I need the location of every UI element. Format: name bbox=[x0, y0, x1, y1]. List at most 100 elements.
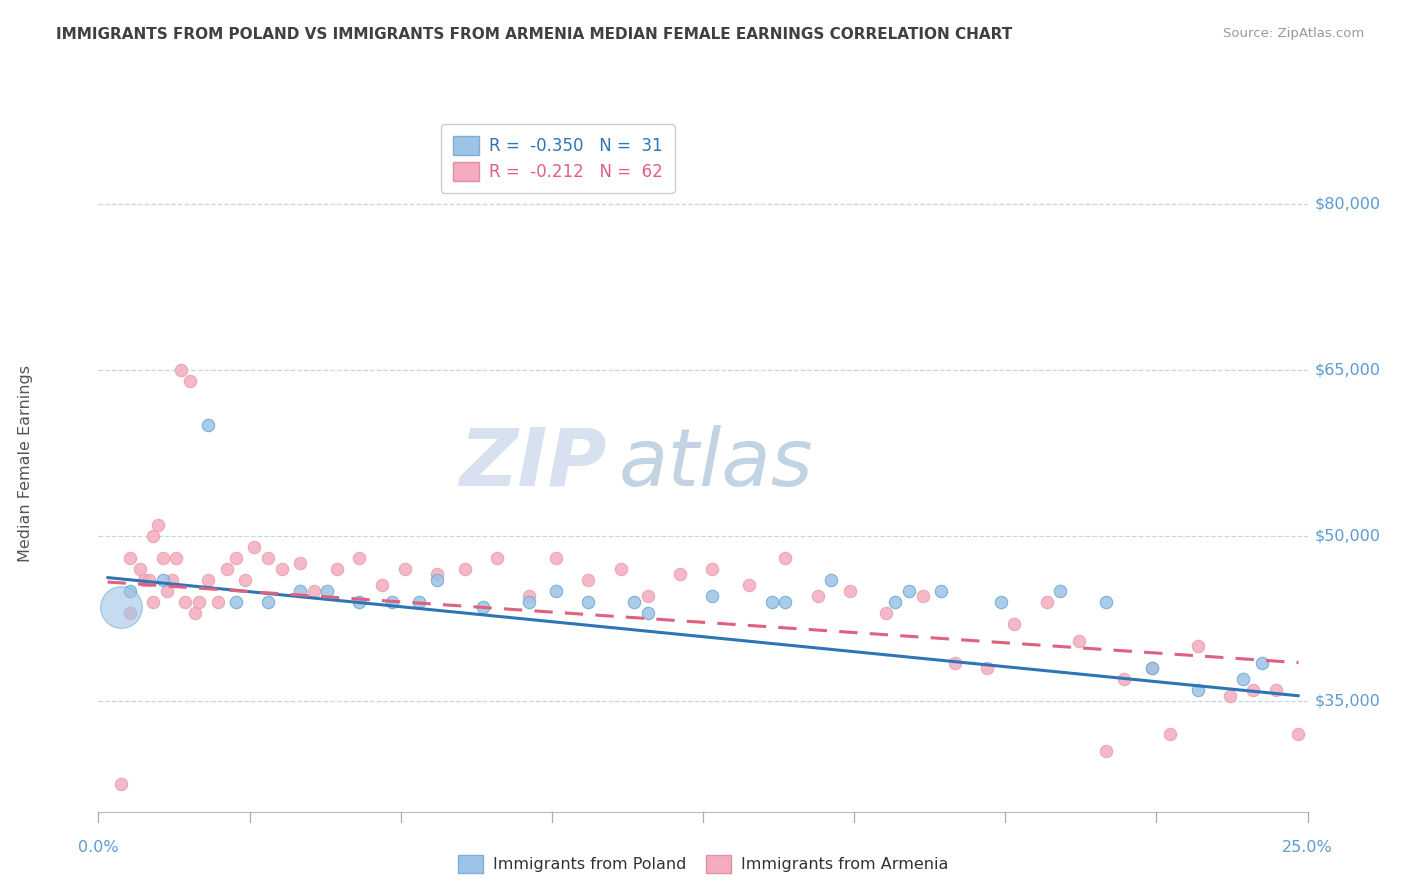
Text: $35,000: $35,000 bbox=[1315, 694, 1381, 709]
Point bbox=[1067, 633, 1090, 648]
Point bbox=[233, 573, 256, 587]
Point bbox=[156, 583, 179, 598]
Point bbox=[761, 595, 783, 609]
Point bbox=[349, 550, 371, 565]
Point bbox=[517, 590, 540, 604]
Point bbox=[976, 661, 998, 675]
Point bbox=[1095, 595, 1118, 609]
Point bbox=[174, 595, 197, 609]
Point bbox=[225, 550, 247, 565]
Point bbox=[623, 595, 645, 609]
Point bbox=[380, 595, 402, 609]
Point bbox=[898, 583, 921, 598]
Point bbox=[426, 573, 449, 587]
Point bbox=[669, 567, 692, 582]
Point bbox=[152, 573, 174, 587]
Point bbox=[120, 550, 142, 565]
Point bbox=[128, 562, 150, 576]
Point bbox=[1035, 595, 1057, 609]
Text: Median Female Earnings: Median Female Earnings bbox=[18, 366, 32, 562]
Point bbox=[138, 573, 160, 587]
Point bbox=[215, 562, 238, 576]
Point bbox=[990, 595, 1012, 609]
Point bbox=[485, 550, 508, 565]
Point bbox=[546, 583, 568, 598]
Point bbox=[207, 595, 229, 609]
Point bbox=[183, 606, 205, 620]
Point bbox=[546, 550, 568, 565]
Text: atlas: atlas bbox=[619, 425, 813, 503]
Point bbox=[110, 600, 132, 615]
Point bbox=[775, 595, 797, 609]
Point bbox=[270, 562, 292, 576]
Point bbox=[1140, 661, 1163, 675]
Point bbox=[1140, 661, 1163, 675]
Point bbox=[1095, 744, 1118, 758]
Legend: R =  -0.350   N =  31, R =  -0.212   N =  62: R = -0.350 N = 31, R = -0.212 N = 62 bbox=[441, 124, 675, 193]
Text: IMMIGRANTS FROM POLAND VS IMMIGRANTS FROM ARMENIA MEDIAN FEMALE EARNINGS CORRELA: IMMIGRANTS FROM POLAND VS IMMIGRANTS FRO… bbox=[56, 27, 1012, 42]
Point bbox=[1219, 689, 1241, 703]
Text: $65,000: $65,000 bbox=[1315, 362, 1381, 377]
Point bbox=[408, 595, 430, 609]
Point bbox=[120, 606, 142, 620]
Point bbox=[1187, 639, 1209, 653]
Point bbox=[179, 374, 201, 388]
Point bbox=[371, 578, 394, 592]
Point bbox=[820, 573, 842, 587]
Point bbox=[165, 550, 187, 565]
Legend: Immigrants from Poland, Immigrants from Armenia: Immigrants from Poland, Immigrants from … bbox=[451, 848, 955, 880]
Point bbox=[152, 550, 174, 565]
Point bbox=[472, 600, 495, 615]
Point bbox=[1241, 683, 1264, 698]
Point bbox=[637, 606, 659, 620]
Text: 0.0%: 0.0% bbox=[79, 840, 118, 855]
Point bbox=[1250, 656, 1272, 670]
Point bbox=[1049, 583, 1071, 598]
Point bbox=[1114, 672, 1136, 686]
Point bbox=[775, 550, 797, 565]
Point bbox=[1286, 727, 1309, 741]
Point bbox=[929, 583, 952, 598]
Point bbox=[225, 595, 247, 609]
Point bbox=[637, 590, 659, 604]
Point bbox=[1232, 672, 1254, 686]
Point bbox=[160, 573, 183, 587]
Text: ZIP: ZIP bbox=[458, 425, 606, 503]
Point bbox=[394, 562, 416, 576]
Point bbox=[702, 562, 724, 576]
Point bbox=[426, 567, 449, 582]
Point bbox=[257, 550, 280, 565]
Point bbox=[188, 595, 211, 609]
Point bbox=[288, 583, 311, 598]
Text: $50,000: $50,000 bbox=[1315, 528, 1381, 543]
Point bbox=[1187, 683, 1209, 698]
Point bbox=[170, 363, 193, 377]
Point bbox=[146, 517, 169, 532]
Point bbox=[120, 583, 142, 598]
Point bbox=[454, 562, 477, 576]
Point bbox=[197, 573, 219, 587]
Point bbox=[302, 583, 325, 598]
Point bbox=[257, 595, 280, 609]
Point bbox=[517, 595, 540, 609]
Point bbox=[884, 595, 907, 609]
Point bbox=[325, 562, 347, 576]
Point bbox=[110, 777, 132, 791]
Point bbox=[911, 590, 934, 604]
Point bbox=[875, 606, 897, 620]
Point bbox=[134, 573, 156, 587]
Point bbox=[142, 528, 165, 542]
Text: 25.0%: 25.0% bbox=[1282, 840, 1333, 855]
Point bbox=[578, 595, 600, 609]
Point bbox=[142, 595, 165, 609]
Point bbox=[288, 556, 311, 570]
Point bbox=[943, 656, 966, 670]
Text: $80,000: $80,000 bbox=[1315, 197, 1381, 211]
Point bbox=[578, 573, 600, 587]
Point bbox=[349, 595, 371, 609]
Point bbox=[316, 583, 339, 598]
Point bbox=[1159, 727, 1181, 741]
Point bbox=[197, 418, 219, 433]
Text: Source: ZipAtlas.com: Source: ZipAtlas.com bbox=[1223, 27, 1364, 40]
Point bbox=[702, 590, 724, 604]
